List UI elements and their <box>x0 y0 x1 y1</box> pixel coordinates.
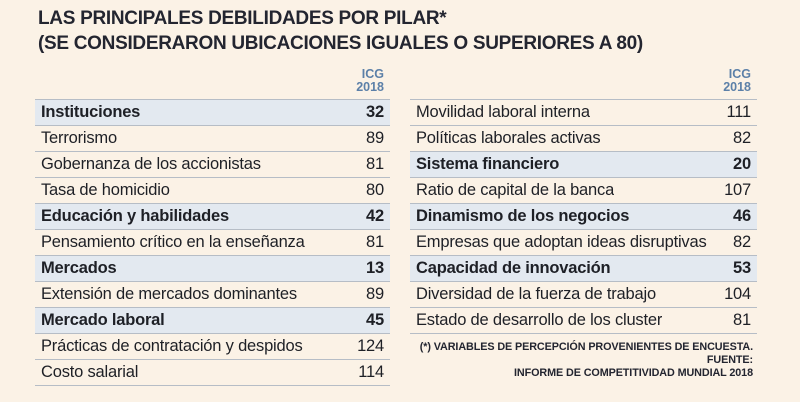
row-value: 81 <box>366 155 384 173</box>
table-row: Ratio de capital de la banca 107 <box>410 178 757 204</box>
table-row: Pensamiento crítico en la enseñanza 81 <box>35 230 390 256</box>
row-value: 111 <box>726 103 752 121</box>
row-value: 80 <box>366 181 384 199</box>
footnote-line-2: INFORME DE COMPETITIVIDAD MUNDIAL 2018 <box>514 367 753 379</box>
row-label: Instituciones <box>41 103 141 121</box>
table-row: Terrorismo 89 <box>35 126 390 152</box>
row-value: 89 <box>366 285 384 303</box>
row-label: Dinamismo de los negocios <box>416 207 630 225</box>
row-label: Movilidad laboral interna <box>416 103 590 121</box>
row-value: 42 <box>366 207 384 225</box>
row-value: 20 <box>733 155 751 173</box>
table-row: Extensión de mercados dominantes 89 <box>35 282 390 308</box>
table-row: Gobernanza de los accionistas 81 <box>35 152 390 178</box>
row-label: Diversidad de la fuerza de trabajo <box>416 285 656 303</box>
row-value: 124 <box>357 337 384 355</box>
pillar-row: Capacidad de innovación 53 <box>410 256 757 282</box>
table-row: Políticas laborales activas 82 <box>410 126 757 152</box>
row-label: Pensamiento crítico en la enseñanza <box>41 233 305 251</box>
table-row: Movilidad laboral interna 111 <box>410 100 757 126</box>
row-label: Educación y habilidades <box>41 207 229 225</box>
footnote: (*) VARIABLES DE PERCEPCIÓN PROVENIENTES… <box>410 341 757 380</box>
footnote-line-1: (*) VARIABLES DE PERCEPCIÓN PROVENIENTES… <box>419 341 753 366</box>
row-value: 13 <box>366 259 384 277</box>
table-row: Prácticas de contratación y despidos 124 <box>35 334 390 360</box>
pillar-row: Sistema financiero 20 <box>410 152 757 178</box>
icg-year: 2018 <box>723 80 751 94</box>
table-left-column: ICG 2018 Instituciones 32 Terrorismo 89 Gobe… <box>35 68 390 386</box>
page-title: LAS PRINCIPALES DEBILIDADES POR PILAR* (… <box>38 6 643 56</box>
row-value: 81 <box>366 233 384 251</box>
row-label: Prácticas de contratación y despidos <box>41 337 303 355</box>
table-row: Estado de desarrollo de los cluster 81 <box>410 308 757 334</box>
row-label: Políticas laborales activas <box>416 129 601 147</box>
title-line-2: (SE CONSIDERARON UBICACIONES IGUALES O S… <box>38 33 643 54</box>
table-row: Empresas que adoptan ideas disruptivas 82 <box>410 230 757 256</box>
row-value: 46 <box>733 207 751 225</box>
row-label: Terrorismo <box>41 129 117 147</box>
pillar-row: Mercados 13 <box>35 256 390 282</box>
row-label: Mercados <box>41 259 117 277</box>
row-label: Gobernanza de los accionistas <box>41 155 261 173</box>
icg-label: ICG <box>361 67 384 81</box>
row-value: 107 <box>724 181 751 199</box>
row-label: Costo salarial <box>41 363 139 381</box>
icg-year: 2018 <box>356 80 384 94</box>
table-row: Costo salarial 114 <box>35 360 390 386</box>
icg-2018-header-left: ICG 2018 <box>35 68 390 95</box>
row-label: Sistema financiero <box>416 155 560 173</box>
row-value: 114 <box>358 363 384 381</box>
table-row: Diversidad de la fuerza de trabajo 104 <box>410 282 757 308</box>
row-label: Ratio de capital de la banca <box>416 181 615 199</box>
pillar-row: Mercado laboral 45 <box>35 308 390 334</box>
row-label: Tasa de homicidio <box>41 181 170 199</box>
pillar-row: Dinamismo de los negocios 46 <box>410 204 757 230</box>
table-rows-left: Instituciones 32 Terrorismo 89 Gobernanza de… <box>35 99 390 386</box>
row-label: Estado de desarrollo de los cluster <box>416 311 663 329</box>
pillar-row: Educación y habilidades 42 <box>35 204 390 230</box>
row-value: 32 <box>366 103 384 121</box>
title-line-1: LAS PRINCIPALES DEBILIDADES POR PILAR* <box>38 8 447 29</box>
icg-2018-header-right: ICG 2018 <box>410 68 757 95</box>
row-value: 82 <box>733 129 751 147</box>
row-label: Extensión de mercados dominantes <box>41 285 297 303</box>
row-value: 53 <box>733 259 751 277</box>
row-value: 104 <box>724 285 751 303</box>
row-value: 45 <box>366 311 384 329</box>
row-value: 89 <box>366 129 384 147</box>
table-right-column: ICG 2018 Movilidad laboral interna 111 Pol… <box>410 68 757 380</box>
row-label: Empresas que adoptan ideas disruptivas <box>416 233 707 251</box>
table-rows-right: Movilidad laboral interna 111 Políticas la… <box>410 99 757 334</box>
icg-label: ICG <box>728 67 751 81</box>
row-value: 81 <box>733 311 751 329</box>
row-value: 82 <box>733 233 751 251</box>
row-label: Capacidad de innovación <box>416 259 611 277</box>
table-row: Tasa de homicidio 80 <box>35 178 390 204</box>
pillar-row: Instituciones 32 <box>35 100 390 126</box>
row-label: Mercado laboral <box>41 311 165 329</box>
